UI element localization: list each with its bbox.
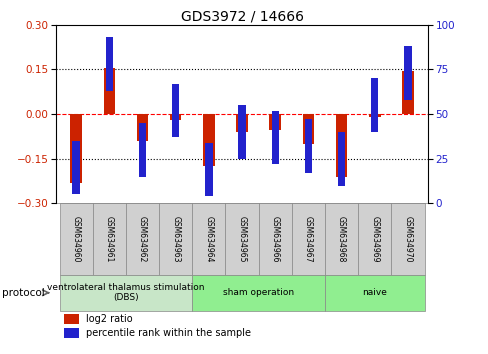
Bar	[60, 275, 192, 310]
Bar	[93, 204, 125, 275]
Bar	[271, 110, 278, 164]
Bar	[70, 114, 82, 183]
Bar	[368, 114, 380, 117]
Bar	[105, 37, 113, 91]
Bar	[236, 114, 247, 132]
Text: GSM634966: GSM634966	[270, 216, 279, 262]
Bar	[192, 204, 225, 275]
Bar	[203, 114, 214, 166]
Text: naive: naive	[362, 288, 386, 297]
Text: ventrolateral thalamus stimulation
(DBS): ventrolateral thalamus stimulation (DBS)	[47, 283, 204, 302]
Bar	[325, 204, 357, 275]
Text: sham operation: sham operation	[223, 288, 294, 297]
Bar	[137, 114, 148, 141]
Bar	[103, 68, 115, 114]
Text: GSM634965: GSM634965	[237, 216, 246, 262]
Text: GSM634968: GSM634968	[336, 216, 346, 262]
Bar	[225, 204, 258, 275]
Bar	[302, 114, 314, 144]
Bar	[401, 71, 413, 114]
Bar	[370, 78, 378, 132]
Bar	[291, 204, 325, 275]
Text: GSM634970: GSM634970	[403, 216, 411, 262]
Text: protocol: protocol	[2, 288, 45, 298]
Bar	[357, 204, 390, 275]
Bar	[258, 204, 291, 275]
Bar	[125, 204, 159, 275]
Text: GSM634962: GSM634962	[138, 216, 147, 262]
Title: GDS3972 / 14666: GDS3972 / 14666	[180, 10, 303, 24]
Text: log2 ratio: log2 ratio	[86, 314, 132, 324]
Bar	[159, 204, 192, 275]
Bar	[63, 314, 79, 324]
Bar	[169, 114, 181, 120]
Text: GSM634961: GSM634961	[104, 216, 114, 262]
Bar	[335, 114, 346, 177]
Bar	[269, 114, 281, 131]
Bar	[192, 275, 325, 310]
Bar	[304, 119, 311, 173]
Bar	[72, 141, 80, 194]
Bar	[337, 132, 345, 185]
Text: percentile rank within the sample: percentile rank within the sample	[86, 329, 250, 338]
Bar	[205, 143, 212, 196]
Bar	[60, 204, 93, 275]
Bar	[238, 105, 245, 159]
Bar	[325, 275, 424, 310]
Bar	[172, 84, 179, 137]
Bar	[404, 46, 411, 100]
Text: GSM634967: GSM634967	[304, 216, 312, 262]
Bar	[139, 123, 146, 177]
Text: GSM634960: GSM634960	[72, 216, 81, 262]
Text: GSM634964: GSM634964	[204, 216, 213, 262]
Text: GSM634969: GSM634969	[369, 216, 379, 262]
Bar	[390, 204, 424, 275]
Text: GSM634963: GSM634963	[171, 216, 180, 262]
Bar	[63, 328, 79, 338]
